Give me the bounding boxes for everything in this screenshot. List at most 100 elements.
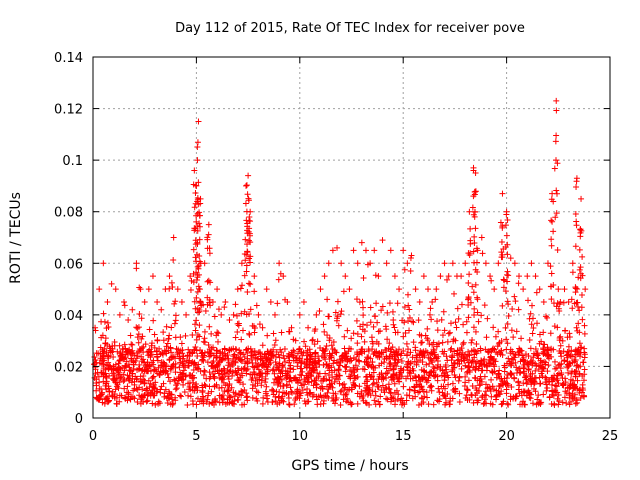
data-point	[164, 340, 171, 347]
data-point	[559, 337, 566, 344]
data-point	[354, 351, 361, 358]
data-point	[144, 392, 151, 399]
data-point	[501, 362, 508, 369]
x-tick-label: 10	[292, 429, 309, 444]
data-point	[518, 347, 525, 354]
data-point	[413, 377, 420, 384]
data-point	[182, 373, 189, 380]
data-point-peak	[420, 273, 427, 280]
data-point	[135, 331, 142, 338]
data-point	[207, 302, 214, 309]
data-point	[395, 356, 402, 363]
data-point	[415, 317, 422, 324]
data-point	[377, 393, 384, 400]
data-point	[508, 327, 515, 334]
data-point	[544, 353, 551, 360]
data-point	[558, 371, 565, 378]
data-point	[264, 364, 271, 371]
data-point	[504, 400, 511, 407]
data-point	[380, 349, 387, 356]
data-point-peak	[387, 247, 394, 254]
data-point	[287, 384, 294, 391]
data-point-peak	[234, 286, 241, 293]
data-point	[322, 370, 329, 377]
data-point	[114, 381, 121, 388]
data-point	[297, 379, 304, 386]
data-point	[527, 310, 534, 317]
data-point	[376, 350, 383, 357]
data-point	[515, 351, 522, 358]
data-point	[426, 360, 433, 367]
data-point	[148, 348, 155, 355]
data-point	[369, 388, 376, 395]
data-point	[581, 393, 588, 400]
data-point	[402, 330, 409, 337]
data-point	[419, 386, 426, 393]
data-point	[110, 354, 117, 361]
data-point-peak	[321, 273, 328, 280]
data-point	[578, 227, 585, 234]
data-point	[462, 379, 469, 386]
data-point	[197, 298, 204, 305]
data-point	[269, 367, 276, 374]
data-point	[238, 366, 245, 373]
data-point	[355, 357, 362, 364]
data-point	[418, 383, 425, 390]
data-point	[347, 345, 354, 352]
data-point	[469, 283, 476, 290]
data-point	[276, 354, 283, 361]
data-point	[181, 389, 188, 396]
data-point	[515, 386, 522, 393]
data-point-peak	[174, 286, 181, 293]
data-point	[160, 337, 167, 344]
data-point	[178, 340, 185, 347]
data-point-peak	[195, 118, 202, 125]
data-point	[190, 401, 197, 408]
data-point	[96, 360, 103, 367]
data-point	[354, 390, 361, 397]
data-point	[540, 351, 547, 358]
data-point	[244, 191, 251, 198]
data-point	[244, 397, 251, 404]
data-point	[406, 306, 413, 313]
data-point	[434, 327, 441, 334]
data-point	[553, 303, 560, 310]
data-point	[394, 359, 401, 366]
y-tick-label: 0.02	[54, 360, 83, 375]
data-point	[521, 362, 528, 369]
data-point-peak	[342, 273, 349, 280]
data-point-peak	[183, 311, 190, 318]
data-point	[365, 362, 372, 369]
data-point	[187, 286, 194, 293]
data-point	[338, 308, 345, 315]
data-point	[530, 354, 537, 361]
data-point-peak	[292, 337, 299, 344]
data-point	[465, 293, 472, 300]
data-point	[538, 338, 545, 345]
data-point	[194, 139, 201, 146]
data-point	[554, 247, 561, 254]
data-point-peak	[154, 298, 161, 305]
data-point-peak	[251, 273, 258, 280]
data-point	[548, 296, 555, 303]
data-point	[140, 373, 147, 380]
data-point	[529, 400, 536, 407]
data-point-peak	[187, 273, 194, 280]
data-point	[131, 381, 138, 388]
data-point	[558, 353, 565, 360]
data-point	[113, 375, 120, 382]
data-point	[334, 315, 341, 322]
data-point	[339, 355, 346, 362]
x-axis-ticks: 0 5 10 15 20 25	[89, 57, 618, 444]
data-point	[500, 284, 507, 291]
data-point	[219, 392, 226, 399]
data-point	[167, 378, 174, 385]
data-point	[362, 399, 369, 406]
data-point-peak	[367, 260, 374, 267]
data-point-peak	[462, 260, 469, 267]
data-point	[403, 340, 410, 347]
data-point	[270, 330, 277, 337]
y-tick-label: 0.1	[62, 154, 83, 169]
data-point	[275, 276, 282, 283]
data-point	[535, 362, 542, 369]
